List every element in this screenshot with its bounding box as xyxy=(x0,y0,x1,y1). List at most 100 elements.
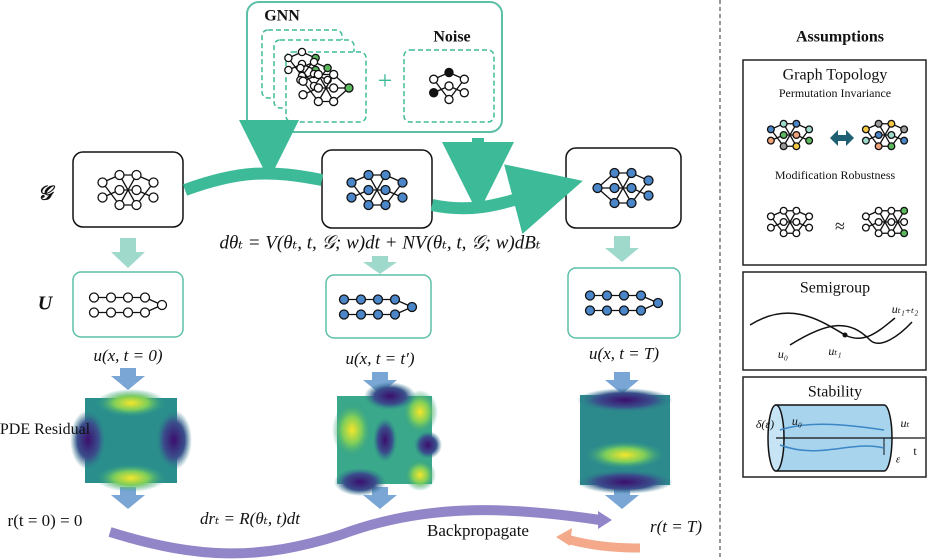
down-arrow xyxy=(111,368,145,390)
node xyxy=(627,169,636,178)
node xyxy=(340,310,349,319)
residual-end: r(t = T) xyxy=(650,517,702,536)
node xyxy=(768,224,775,231)
node xyxy=(299,91,307,99)
node xyxy=(888,120,895,127)
node xyxy=(637,306,646,315)
residual-label-text: PDE Residual xyxy=(0,421,91,438)
node xyxy=(132,201,141,210)
flow-arrow xyxy=(185,173,322,190)
node xyxy=(330,70,338,78)
node xyxy=(780,219,787,226)
equation: dθₜ = V(θₜ, t, 𝒢; w)dt + NV(θₜ, t, 𝒢; w)… xyxy=(219,232,540,253)
node xyxy=(901,137,908,144)
node xyxy=(345,84,353,92)
node xyxy=(364,186,373,195)
down-arrow xyxy=(363,256,397,274)
noise-label: Noise xyxy=(433,29,470,46)
ut1t2-label: uₜ₁₊ₜ₂ xyxy=(892,302,919,316)
node xyxy=(90,293,99,302)
node xyxy=(780,143,787,150)
node xyxy=(793,219,800,226)
node xyxy=(364,201,373,210)
node xyxy=(340,295,349,304)
node xyxy=(863,126,870,133)
node xyxy=(586,291,595,300)
node xyxy=(793,230,800,237)
node xyxy=(381,171,390,180)
node xyxy=(445,68,453,76)
node xyxy=(381,186,390,195)
node xyxy=(357,295,366,304)
topology-title: Graph Topology xyxy=(783,67,888,84)
node xyxy=(124,308,133,317)
node xyxy=(364,171,373,180)
residual-equation: drₜ = R(θₜ, t)dt xyxy=(200,509,301,528)
u0-label: u₀ xyxy=(792,414,802,428)
residual-flow-head xyxy=(598,511,612,529)
node xyxy=(98,178,107,187)
gnn-label: GNN xyxy=(264,8,300,25)
stability-title: Stability xyxy=(808,384,862,401)
node xyxy=(460,75,468,83)
residual-start: r(t = 0) = 0 xyxy=(8,511,83,530)
node xyxy=(806,137,813,144)
node xyxy=(132,171,141,180)
node xyxy=(888,230,895,237)
node xyxy=(888,132,895,139)
node xyxy=(314,84,322,92)
node xyxy=(586,306,595,315)
node xyxy=(888,219,895,226)
node xyxy=(875,207,882,214)
node xyxy=(901,230,908,237)
node xyxy=(768,137,775,144)
node xyxy=(644,191,653,200)
node xyxy=(603,306,612,315)
backprop-arrow xyxy=(570,540,640,548)
node xyxy=(158,301,167,310)
node xyxy=(149,178,158,187)
u0-label: u₀ xyxy=(778,347,788,361)
graph-row-label: 𝒢 xyxy=(38,183,56,205)
backprop-head xyxy=(556,528,572,546)
node xyxy=(141,308,150,317)
node xyxy=(768,213,775,220)
node xyxy=(460,89,468,97)
assumptions-title: Assumptions xyxy=(796,29,884,46)
node xyxy=(863,224,870,231)
node xyxy=(644,176,653,185)
node xyxy=(875,219,882,226)
heatmap xyxy=(577,388,673,494)
node xyxy=(593,184,602,193)
node xyxy=(806,126,813,133)
node xyxy=(610,169,619,178)
node xyxy=(875,143,882,150)
node xyxy=(863,137,870,144)
ut1-label: uₜ₁ xyxy=(828,344,841,358)
node xyxy=(285,54,292,61)
node xyxy=(430,75,438,83)
approx-sign: ≈ xyxy=(835,216,845,236)
node xyxy=(314,70,322,78)
node xyxy=(654,299,663,308)
heatmap xyxy=(332,382,442,496)
node xyxy=(330,84,338,92)
node xyxy=(875,120,882,127)
node xyxy=(107,293,116,302)
eps-label: ε xyxy=(896,454,901,466)
node xyxy=(90,308,99,317)
node xyxy=(901,207,908,214)
node xyxy=(901,126,908,133)
node xyxy=(324,64,331,71)
permutation-label: Permutation Invariance xyxy=(779,86,891,100)
semigroup-title: Semigroup xyxy=(800,280,870,297)
node xyxy=(314,97,322,105)
node xyxy=(310,58,317,65)
node xyxy=(124,293,133,302)
down-arrow xyxy=(111,238,145,268)
node xyxy=(398,178,407,187)
node xyxy=(610,199,619,208)
node xyxy=(780,120,787,127)
node xyxy=(115,171,124,180)
heatmap xyxy=(70,389,192,492)
